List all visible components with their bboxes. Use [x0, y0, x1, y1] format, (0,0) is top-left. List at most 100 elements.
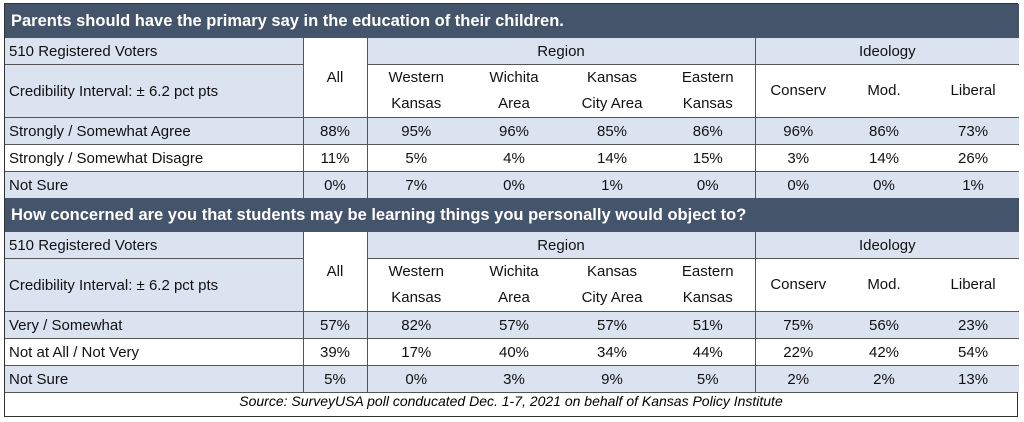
- table-cell: 57%: [303, 311, 368, 339]
- group-header-region: Region: [367, 38, 756, 65]
- question-title-row: How concerned are you that students may …: [5, 198, 1020, 232]
- column-header-line: Kansas: [391, 289, 442, 306]
- column-header-line: Kansas: [586, 263, 638, 280]
- column-header-all: All: [303, 38, 368, 118]
- table-row: Strongly / Somewhat Disagre 11% 5% 4% 14% 15%…: [5, 144, 1020, 172]
- table-cell: 0%: [303, 171, 368, 198]
- column-header-line: Area: [498, 95, 530, 112]
- table-row: Strongly / Somewhat Agree 88% 95% 96% 85% 86%…: [5, 117, 1020, 145]
- table-cell: 82%: [367, 311, 465, 339]
- column-header: Eastern Kansas: [661, 64, 756, 118]
- table-cell: 39%: [303, 338, 368, 366]
- question-title: Parents should have the primary say in t…: [5, 4, 1020, 38]
- credibility-interval-label: Credibility Interval: ± 6.2 pct pts: [5, 258, 304, 312]
- column-header: Mod.: [841, 64, 927, 118]
- group-header-region: Region: [367, 232, 756, 259]
- column-header-line: Mod.: [867, 276, 901, 293]
- column-header: Mod.: [841, 258, 927, 312]
- column-header-line: City Area: [581, 95, 643, 112]
- column-header: Liberal: [927, 64, 1020, 118]
- table-row: Very / Somewhat 57% 82% 57% 57% 51% 75% 56% 23%: [5, 311, 1020, 339]
- table-cell: 95%: [367, 117, 465, 145]
- column-header-line: Mod.: [867, 82, 901, 99]
- table-cell: 73%: [927, 117, 1020, 145]
- table-cell: 40%: [465, 338, 563, 366]
- column-header: Kansas City Area: [563, 64, 661, 118]
- table-cell: 57%: [563, 311, 661, 339]
- table-cell: 88%: [303, 117, 368, 145]
- table-cell: 51%: [661, 311, 756, 339]
- table-cell: 7%: [367, 171, 465, 198]
- table-cell: 0%: [661, 171, 756, 198]
- column-header-line: Wichita: [489, 69, 539, 86]
- column-header-line: Eastern: [681, 69, 734, 86]
- group-header-row: 510 Registered Voters All Region Ideology: [5, 38, 1020, 118]
- source-note: Source: SurveyUSA poll conducated Dec. 1…: [5, 392, 1017, 417]
- table-cell: 14%: [563, 144, 661, 172]
- column-header-line: Western: [388, 69, 445, 86]
- table-cell: 34%: [563, 338, 661, 366]
- column-header-line: Kansas: [391, 95, 442, 112]
- table-cell: 75%: [755, 311, 841, 339]
- table-cell: 5%: [661, 365, 756, 392]
- table-cell: 0%: [367, 365, 465, 392]
- column-header-row: Credibility Interval: ± 6.2 pct pts Weste…: [5, 64, 1020, 118]
- column-header-line: Kansas: [682, 289, 733, 306]
- column-header: Liberal: [927, 258, 1020, 312]
- table-cell: 22%: [755, 338, 841, 366]
- column-header-line: Wichita: [489, 263, 539, 280]
- table-cell: 23%: [927, 311, 1020, 339]
- table-cell: 17%: [367, 338, 465, 366]
- table-cell: 2%: [841, 365, 927, 392]
- column-header: Western Kansas: [367, 64, 465, 118]
- column-header: Conserv: [755, 64, 841, 118]
- column-header-line: Area: [498, 289, 530, 306]
- column-header-line: Liberal: [950, 276, 996, 293]
- table-cell: 15%: [661, 144, 756, 172]
- row-label: Not Sure: [5, 171, 304, 198]
- column-header-line: Conserv: [770, 276, 827, 293]
- table-cell: 57%: [465, 311, 563, 339]
- group-header-ideology: Ideology: [755, 38, 1020, 65]
- table-cell: 0%: [841, 171, 927, 198]
- column-header: Western Kansas: [367, 258, 465, 312]
- sample-size-label: 510 Registered Voters: [5, 38, 304, 65]
- column-header-line: City Area: [581, 289, 643, 306]
- table-cell: 9%: [563, 365, 661, 392]
- table-cell: 5%: [367, 144, 465, 172]
- sample-size-label: 510 Registered Voters: [5, 232, 304, 259]
- column-header: Wichita Area: [465, 258, 563, 312]
- table-cell: 3%: [755, 144, 841, 172]
- table-cell: 0%: [755, 171, 841, 198]
- table-cell: 86%: [841, 117, 927, 145]
- table-cell: 56%: [841, 311, 927, 339]
- column-header-all: All: [303, 232, 368, 312]
- credibility-interval-label: Credibility Interval: ± 6.2 pct pts: [5, 64, 304, 118]
- table-cell: 86%: [661, 117, 756, 145]
- question-title-row: Parents should have the primary say in t…: [5, 4, 1020, 38]
- column-header: Kansas City Area: [563, 258, 661, 312]
- table-cell: 4%: [465, 144, 563, 172]
- table-cell: 96%: [755, 117, 841, 145]
- table-cell: 14%: [841, 144, 927, 172]
- row-label: Strongly / Somewhat Disagre: [5, 144, 304, 172]
- table-row: Not at All / Not Very 39% 17% 40% 34% 44% 22% 4…: [5, 338, 1020, 366]
- table-cell: 85%: [563, 117, 661, 145]
- table-cell: 3%: [465, 365, 563, 392]
- table-cell: 0%: [465, 171, 563, 198]
- group-header-row: 510 Registered Voters All Region Ideology: [5, 232, 1020, 312]
- table-cell: 44%: [661, 338, 756, 366]
- column-header-line: Kansas: [682, 95, 733, 112]
- column-header: Conserv: [755, 258, 841, 312]
- table-cell: 13%: [927, 365, 1020, 392]
- row-label: Not at All / Not Very: [5, 338, 304, 366]
- column-header-row: Credibility Interval: ± 6.2 pct pts Weste…: [5, 258, 1020, 312]
- table-cell: 5%: [303, 365, 368, 392]
- table-row: Not Sure 0% 7% 0% 1% 0% 0% 0% 1%: [5, 171, 1020, 198]
- table-cell: 26%: [927, 144, 1020, 172]
- column-header-line: Liberal: [950, 82, 996, 99]
- table-cell: 1%: [563, 171, 661, 198]
- poll-results-table-container: Parents should have the primary say in t…: [4, 3, 1020, 417]
- table-cell: 42%: [841, 338, 927, 366]
- column-header: Wichita Area: [465, 64, 563, 118]
